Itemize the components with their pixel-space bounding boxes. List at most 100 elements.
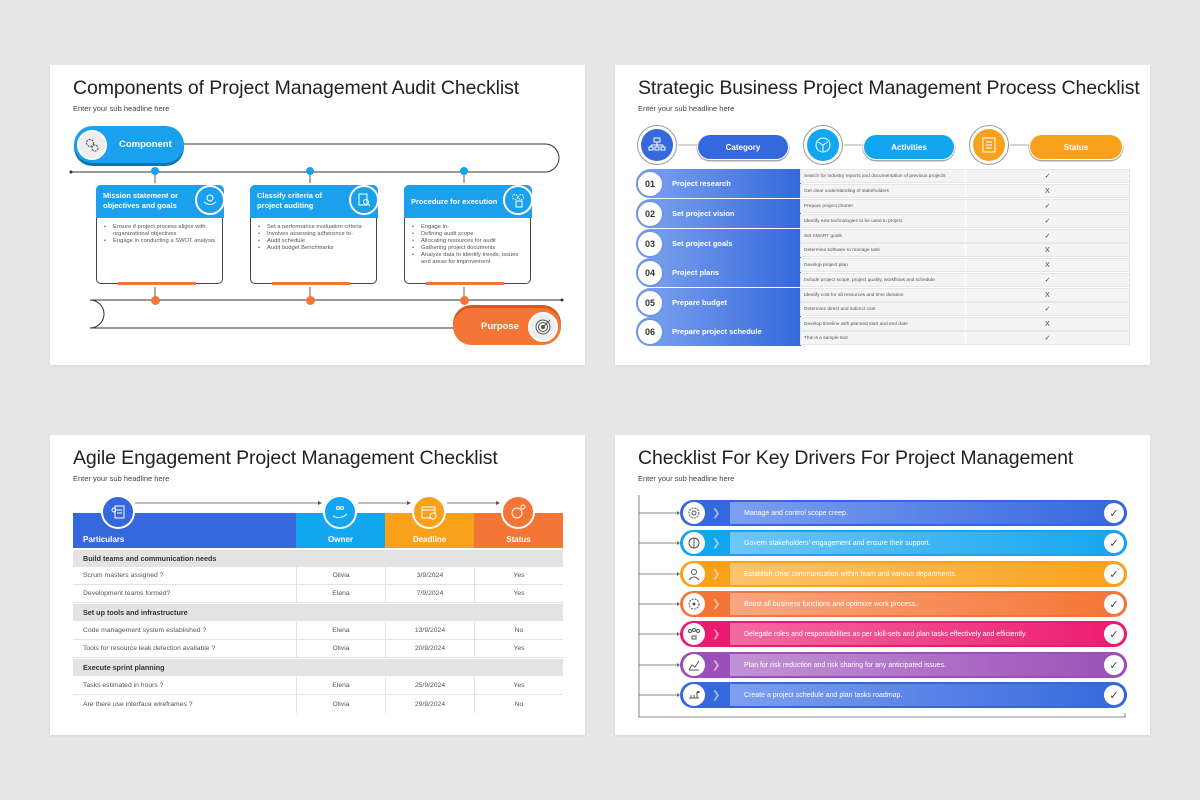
gears-icon [77,129,107,160]
audit-card: Classify criteria of project auditing Se… [250,185,379,285]
org-people-icon [683,623,705,645]
check-icon: ✓ [1104,624,1124,644]
activity-status: ✓ [1044,218,1051,225]
particular-cell: Scrum masters assigned ? [83,572,164,579]
activity-row: This is a sample text ✓ [800,331,1130,345]
card-bullets: Ensure if project process aligns with or… [104,224,216,245]
driver-connectors [638,495,1126,718]
category-row: 01 Project research [636,169,801,198]
check-icon: ✓ [1104,533,1124,553]
component-label: Component [119,139,172,150]
category-number: 02 [636,199,664,228]
slide-audit-checklist: Components of Project Management Audit C… [50,65,585,365]
activity-status: X [1045,187,1050,195]
slide-subtitle: Enter your sub headline here [73,474,170,483]
activity-row: Develop timeline with planned start and … [800,317,1130,331]
bullet: Allocating resources for audit [412,238,524,245]
timeline-dot [306,296,315,305]
slide-title: Agile Engagement Project Management Chec… [73,447,498,469]
category-row: 03 Set project goals [636,229,801,258]
header-arrows [135,501,500,505]
status-cell: Yes [474,640,563,657]
activity-status: ✓ [1044,173,1051,180]
driver-row: ❯ Delegate roles and responsibilities as… [680,621,1127,647]
check-icon: ✓ [1104,655,1124,675]
category-label: Project research [672,179,731,188]
table-row: Code management system established ? Elen… [73,622,563,640]
activity-row: Set SMART goals ✓ [800,229,1130,243]
owner-cell: Olivia [296,567,385,584]
column-label: Deadline [412,535,447,544]
hierarchy-icon [641,129,673,161]
particular-cell: Are there use interface wireframes ? [83,700,193,708]
check-icon: ✓ [1104,503,1124,523]
category-label: Prepare project schedule [672,327,762,336]
category-header: Category [698,135,788,159]
slide-title: Strategic Business Project Management Pr… [638,77,1140,99]
owner-cell: Elena [296,622,385,639]
activities-header: Activities [864,135,954,159]
activity-row: Identify cost for all resources and time… [800,288,1130,302]
accent-bar [272,282,350,285]
category-row: 04 Project plans [636,258,801,287]
timeline-dot [306,167,314,175]
chevron-right-icon: ❯ [712,537,721,549]
category-row: 02 Set project vision [636,199,801,228]
check-icon: ✓ [1104,564,1124,584]
bullet: Defining audit scope [412,231,524,238]
slide-agile-checklist: Agile Engagement Project Management Chec… [50,435,585,735]
driver-row: ❯ Manage and control scope creep. ✓ [680,500,1127,526]
category-row: 06 Prepare project schedule [636,317,801,346]
chevron-right-icon: ❯ [712,507,721,519]
status-cell: No [474,695,563,713]
activity-status: ✓ [1044,233,1051,240]
category-label: Set project vision [672,209,735,218]
activity-text: Identify cost for all resources and time… [801,289,966,301]
bullet: Set a performance evaluation criteria [258,224,370,231]
roadmap-icon [683,684,705,706]
activity-status: ✓ [1044,306,1051,313]
deadline-cell: 20/9/2024 [385,640,474,657]
particular-cell: Tasks estimated in hours ? [83,682,164,689]
bullet: Audit schedule [258,238,370,245]
activity-row: Include project scope, project quality, … [800,273,1130,287]
category-label: Prepare budget [672,298,728,307]
activity-row: Determine software to manage task X [800,243,1130,257]
slide-key-drivers: Checklist For Key Drivers For Project Ma… [615,435,1150,735]
category-number: 03 [636,229,664,258]
slide-process-checklist: Strategic Business Project Management Pr… [615,65,1150,365]
column-label: Owner [328,535,353,544]
driver-text: Plan for risk reduction and risk sharing… [730,654,1127,676]
activity-status: X [1045,261,1050,269]
checklist-icon [973,129,1005,161]
bullet: Gathering project documents [412,245,524,252]
activity-status: ✓ [1044,335,1051,342]
status-header-icon [969,125,1009,165]
status-cell: Yes [474,677,563,694]
activity-text: Develop project plan [801,259,966,271]
driver-row: ❯ Boost all business functions and optim… [680,591,1127,617]
header-connectors [678,144,1029,146]
person-settings-icon [501,495,535,529]
driver-text: Create a project schedule and plan tasks… [730,684,1127,706]
bullet: Analyze data to identify trends, issues … [412,252,524,266]
status-cell: No [474,622,563,639]
column-label: Particulars [83,535,125,544]
activity-text: Get clear understanding of stakeholders [801,185,966,197]
table-row: Are there use interface wireframes ? Oliv… [73,695,563,713]
category-number: 04 [636,258,664,287]
driver-row: ❯ Establish clear communication within t… [680,561,1127,587]
activity-status: ✓ [1044,277,1051,284]
slide-subtitle: Enter your sub headline here [638,474,735,483]
activity-text: Prepare project charter [801,200,966,212]
activity-text: This is a sample text [801,332,966,344]
purpose-pill: Purpose [453,308,561,345]
category-label: Set project goals [672,239,733,248]
bullet: Involves assessing adherence to- [258,231,370,238]
activity-text: Determine software to manage task [801,244,966,256]
activity-row: Determine direct and indirect cost ✓ [800,302,1130,316]
audit-card: Procedure for execution Engage in- Defin… [404,185,533,285]
owner-cell: Olivia [296,640,385,657]
particular-cell: Development teams formed? [83,590,171,597]
status-cell: Yes [474,567,563,584]
